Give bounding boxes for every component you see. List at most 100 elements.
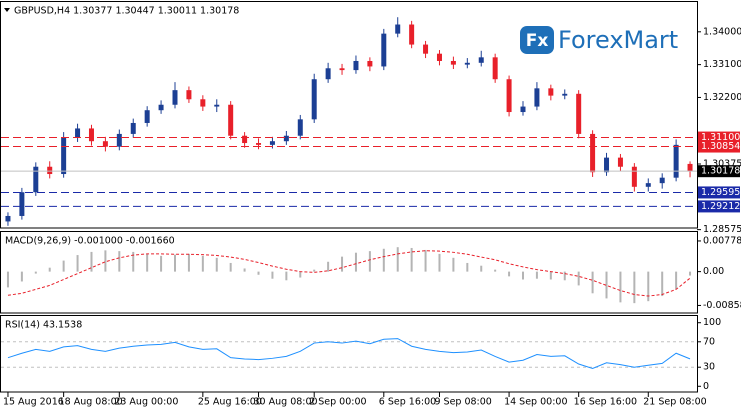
- rsi-line: [7, 338, 691, 370]
- candle-body: [158, 104, 164, 111]
- candle-body: [242, 135, 248, 144]
- candle-body: [576, 93, 582, 134]
- x-tick-label: 2 Sep 00:00: [309, 397, 366, 408]
- y-tick-label: 1.28575: [703, 224, 741, 235]
- candle-body: [61, 137, 67, 175]
- y-tick-label: 1.32200: [703, 92, 741, 103]
- candle-body: [631, 166, 637, 187]
- macd-bar: [494, 269, 497, 272]
- candle-body: [311, 79, 317, 120]
- macd-bar: [285, 271, 288, 281]
- candle-body: [130, 122, 136, 134]
- macd-bar: [132, 251, 135, 272]
- candle-body: [492, 57, 498, 80]
- candle-body: [19, 192, 25, 216]
- macd-bar: [354, 252, 357, 272]
- candle-body: [409, 24, 415, 45]
- candle-body: [75, 128, 81, 138]
- level-label: 1.29595: [701, 187, 740, 198]
- macd-bar: [118, 251, 121, 272]
- candle-body: [436, 53, 442, 61]
- candle-body: [339, 68, 345, 71]
- macd-bar: [522, 271, 524, 280]
- macd-bar: [6, 271, 9, 288]
- x-tick-label: 14 Sep 00:00: [504, 397, 567, 408]
- macd-bar: [229, 262, 232, 272]
- macd-bar: [20, 271, 23, 282]
- macd-bar: [257, 271, 260, 275]
- macd-bar: [62, 260, 65, 272]
- panel-title: MACD(9,26,9) -0.001000 -0.001660: [5, 236, 175, 247]
- macd-bar: [535, 271, 538, 279]
- macd-bar: [466, 262, 469, 272]
- candle-body: [144, 110, 150, 123]
- candle-body: [604, 157, 610, 173]
- x-tick-label: 21 Sep 08:00: [643, 397, 706, 408]
- macd-bar: [438, 253, 441, 272]
- y-tick-label: 70: [703, 336, 715, 347]
- y-tick-label: 0.00: [703, 266, 724, 277]
- candle-body: [659, 177, 665, 184]
- candle-body: [353, 60, 359, 71]
- logo-icon-bg: [520, 26, 554, 54]
- x-tick-label: 6 Sep 16:00: [379, 397, 436, 408]
- macd-bar: [243, 268, 246, 272]
- y-tick-label: -0.008582: [703, 300, 741, 311]
- candle-body: [520, 106, 526, 113]
- macd-bar: [104, 250, 107, 272]
- macd-bar: [271, 271, 274, 279]
- macd-bar: [675, 271, 678, 290]
- candle-body: [88, 128, 94, 142]
- candle-body: [200, 99, 206, 107]
- candle-body: [645, 183, 651, 187]
- macd-bar: [187, 253, 190, 272]
- macd-bar: [549, 271, 552, 280]
- macd-bar: [591, 271, 594, 294]
- macd-bar: [396, 247, 399, 272]
- candle-body: [116, 133, 122, 147]
- macd-bar: [146, 254, 149, 272]
- signal-line: [7, 250, 691, 297]
- watermark: Fx ForexMart: [520, 26, 678, 54]
- macd-bar: [215, 257, 218, 272]
- candle-body: [478, 57, 484, 63]
- level-label-bg: [698, 200, 740, 213]
- macd-bar: [647, 271, 650, 302]
- y-tick-label: 30: [703, 362, 715, 373]
- macd-bar: [341, 256, 344, 272]
- macd-bar: [563, 271, 566, 281]
- macd-bar: [48, 267, 51, 272]
- macd-bar: [382, 248, 385, 272]
- macd-bar: [452, 257, 455, 272]
- x-tick-label: 25 Aug 16:00: [198, 397, 262, 408]
- macd-bar: [76, 255, 79, 272]
- logo-text: ForexMart: [558, 26, 678, 54]
- x-tick-label: 18 Aug 08:00: [59, 397, 123, 408]
- candle-body: [214, 104, 220, 107]
- macd-bar: [661, 271, 664, 297]
- macd-bar: [605, 271, 608, 299]
- candle-body: [464, 62, 470, 65]
- y-tick-label: 1.33100: [703, 59, 741, 70]
- x-tick-label: 9 Sep 08:00: [434, 397, 491, 408]
- level-label: 1.30854: [701, 141, 740, 152]
- macd-bar: [90, 251, 93, 272]
- y-tick-label: 1.30375: [703, 159, 741, 170]
- macd-bar: [201, 255, 204, 272]
- x-tick-label: 23 Aug 00:00: [114, 397, 178, 408]
- candle-body: [617, 157, 623, 167]
- macd-bar: [299, 271, 302, 278]
- macd-bar: [424, 249, 427, 272]
- panel-frame: [0, 315, 698, 393]
- candle-body: [47, 166, 53, 175]
- y-tick-label: 100: [703, 317, 721, 328]
- panel-title: GBPUSD,H4 1.30377 1.30447 1.30011 1.3017…: [14, 6, 239, 17]
- candle-body: [506, 79, 512, 113]
- panel-frame: [0, 231, 698, 314]
- level-label-bg: [698, 186, 740, 199]
- level-label: 1.29212: [701, 201, 740, 212]
- macd-bar: [508, 271, 511, 277]
- current-price-label: 1.30178: [701, 166, 740, 177]
- candle-body: [687, 163, 693, 172]
- candle-body: [590, 133, 596, 173]
